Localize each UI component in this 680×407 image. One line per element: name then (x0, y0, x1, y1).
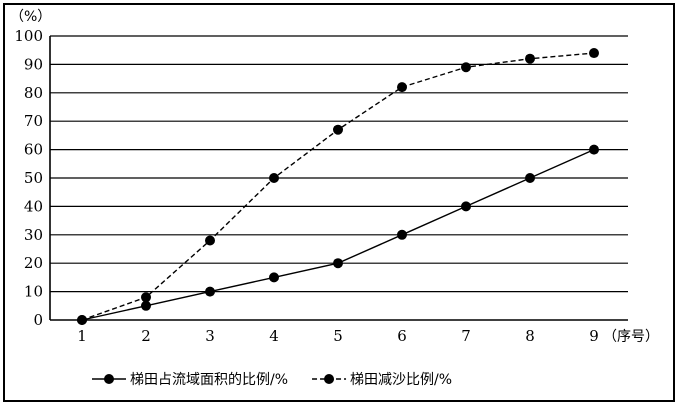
data-point (589, 48, 599, 59)
data-point (333, 124, 343, 135)
legend-label: 梯田减沙比例/% (350, 372, 452, 388)
y-tick-label: 40 (24, 197, 43, 215)
series-group (77, 48, 599, 325)
y-tick-label: 80 (24, 84, 43, 102)
data-point (589, 144, 599, 155)
y-tick-label: 70 (24, 112, 43, 130)
y-tick-label: 10 (24, 283, 43, 301)
y-tick-label: 90 (24, 55, 43, 73)
y-tick-label: 20 (24, 254, 43, 272)
x-tick-label: 4 (269, 327, 279, 345)
grid-lines (50, 35, 628, 293)
x-tick-label: 8 (525, 327, 535, 345)
axes (49, 36, 628, 321)
x-tick-label: 1 (77, 327, 87, 345)
data-point (141, 292, 151, 303)
y-tick-labels: 0 10 20 30 40 50 60 70 80 90 100 (14, 27, 43, 329)
y-tick-label: 100 (14, 27, 43, 45)
data-point (461, 62, 471, 73)
x-tick-label: 2 (141, 327, 151, 345)
data-point (269, 272, 279, 283)
x-tick-labels: 1 2 3 4 5 6 7 8 9 (77, 327, 599, 345)
legend-marker (104, 374, 114, 384)
x-tick-label: 7 (461, 327, 471, 345)
y-tick-label: 30 (24, 226, 43, 244)
y-tick-label: 0 (33, 311, 43, 329)
data-point (141, 300, 151, 311)
data-point (525, 53, 535, 64)
y-tick-label: 60 (24, 141, 43, 159)
legend: 梯田占流域面积的比例/% 梯田减沙比例/% (92, 372, 452, 388)
data-point (461, 201, 471, 212)
x-tick-label: 5 (333, 327, 343, 345)
data-point (205, 235, 215, 246)
x-axis-unit-label: （序号） (603, 329, 659, 345)
chart-frame (3, 3, 675, 402)
data-point (333, 258, 343, 269)
x-tick-label: 9 (589, 327, 599, 345)
data-point (77, 315, 87, 325)
x-tick-label: 3 (205, 327, 215, 345)
x-tick-label: 6 (397, 327, 407, 345)
data-point (397, 229, 407, 240)
data-point (269, 173, 279, 183)
data-point (525, 173, 535, 183)
legend-label: 梯田占流域面积的比例/% (130, 372, 288, 388)
data-point (205, 286, 215, 297)
y-axis-unit-label: （%） (10, 9, 51, 25)
y-tick-label: 50 (24, 169, 43, 187)
data-point (397, 82, 407, 93)
legend-marker (324, 374, 335, 384)
